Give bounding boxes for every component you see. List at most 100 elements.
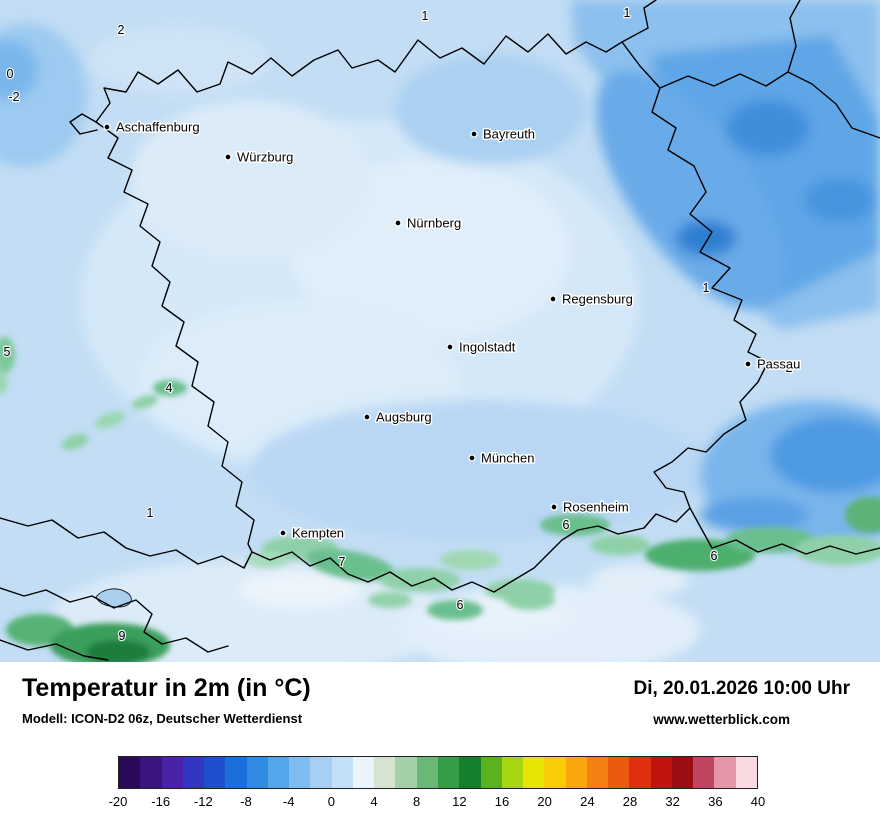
city-dot-icon: [468, 454, 476, 462]
scale-color-segment: [608, 757, 630, 788]
city-marker: Ingolstadt: [446, 338, 517, 356]
city-label: Bayreuth: [483, 127, 535, 142]
scale-tick-label: 8: [413, 794, 421, 809]
scale-tick-label: -20: [108, 794, 128, 809]
city-marker: Aschaffenburg: [103, 118, 201, 136]
scale-tick-label: -16: [151, 794, 171, 809]
map-temperature-value: 1: [147, 506, 154, 520]
scale-color-segment: [735, 757, 757, 788]
scale-color-segment: [246, 757, 268, 788]
scale-color-segment: [501, 757, 524, 788]
model-info: Modell: ICON-D2 06z, Deutscher Wetterdie…: [22, 711, 303, 726]
scale-color-segment: [374, 757, 396, 788]
city-marker: Passau: [744, 355, 802, 373]
city-marker: München: [468, 449, 536, 467]
scale-tick-labels: -20 -16 -12 -8 -4 0 4 8 12 16 20 24 28 32 36 40: [109, 794, 766, 812]
map-temperature-value: 0: [7, 67, 14, 81]
scale-tick-label: 4: [370, 794, 378, 809]
city-label: Regensburg: [562, 292, 633, 307]
scale-color-segment: [565, 757, 587, 788]
scale-color-segment: [714, 757, 736, 788]
scale-color-segment: [267, 757, 290, 788]
scale-color-segment: [629, 757, 651, 788]
scale-color-segment: [140, 757, 162, 788]
map-temperature-value: 9: [119, 629, 126, 643]
city-dot-icon: [470, 130, 478, 138]
scale-color-segment: [289, 757, 311, 788]
scale-color-segment: [693, 757, 715, 788]
city-dot-icon: [279, 529, 287, 537]
map-temperature-value: 6: [711, 549, 718, 563]
scale-tick-label: -4: [282, 794, 295, 809]
scale-color-segment: [352, 757, 375, 788]
map-temperature-value: 6: [457, 598, 464, 612]
scale-tick-label: 32: [665, 794, 680, 809]
city-dot-icon: [446, 343, 454, 351]
scale-color-segment: [544, 757, 566, 788]
scale-color-segment: [437, 757, 460, 788]
temperature-map: 2 1 1 0 -2 5 4 1 1 2 6 7 6 6 9 Aschaffenburg Würzburg Ba…: [0, 0, 880, 662]
scale-tick-label: 16: [494, 794, 510, 809]
map-temperature-value: 7: [339, 555, 346, 569]
city-dot-icon: [550, 503, 558, 511]
map-temperature-value: 5: [4, 345, 11, 359]
map-temperature-value: 2: [786, 361, 793, 375]
city-dot-icon: [394, 219, 402, 227]
city-label: München: [481, 451, 534, 466]
map-temperature-value: 1: [624, 6, 631, 20]
temperature-values-layer: 2 1 1 0 -2 5 4 1 1 2 6 7 6 6 9: [2, 5, 794, 645]
scale-tick-label: 12: [452, 794, 467, 809]
scale-color-segment: [523, 757, 545, 788]
scale-color-segment: [161, 757, 183, 788]
scale-tick-label: 36: [708, 794, 723, 809]
city-dot-icon: [744, 360, 752, 368]
website-label: www.wetterblick.com: [653, 712, 790, 727]
city-dot-icon: [549, 295, 557, 303]
warm-patches-layer: [0, 337, 880, 662]
scale-tick-label: 28: [622, 794, 638, 809]
city-marker: Regensburg: [549, 290, 634, 308]
city-label: Passau: [757, 357, 800, 372]
scale-color-segment: [650, 757, 672, 788]
scale-tick-label: 40: [750, 794, 766, 809]
scale-color-segment: [204, 757, 226, 788]
map-temperature-value: 1: [703, 281, 710, 295]
city-marker: Augsburg: [363, 408, 433, 426]
city-marker: Würzburg: [224, 148, 295, 166]
city-label: Ingolstadt: [459, 340, 516, 355]
city-marker: Bayreuth: [470, 125, 537, 143]
city-dot-icon: [103, 123, 111, 131]
scale-color-bar: [118, 756, 758, 789]
scale-color-segment: [182, 757, 205, 788]
city-dot-icon: [363, 413, 371, 421]
scale-tick-label: 24: [580, 794, 595, 809]
scale-color-segment: [310, 757, 332, 788]
map-temperature-value: 4: [166, 381, 173, 395]
city-marker: Rosenheim: [550, 498, 630, 516]
scale-color-segment: [119, 757, 141, 788]
scale-color-segment: [459, 757, 481, 788]
city-label: Nürnberg: [407, 216, 461, 231]
scale-color-segment: [671, 757, 694, 788]
scale-tick-label: 20: [537, 794, 552, 809]
info-bar: Temperatur in 2m (in °C) Modell: ICON-D2…: [0, 662, 880, 746]
scale-color-segment: [395, 757, 417, 788]
scale-color-segment: [586, 757, 609, 788]
map-temperature-value: -2: [8, 90, 19, 104]
temperature-scale: -20 -16 -12 -8 -4 0 4 8 12 16 20 24 28 32 36 40: [0, 746, 880, 830]
city-label: Rosenheim: [563, 500, 629, 515]
city-dot-icon: [224, 153, 232, 161]
map-temperature-value: 1: [422, 9, 429, 23]
scale-color-segment: [416, 757, 438, 788]
country-borders-layer: [0, 0, 880, 661]
scale-tick-label: -8: [240, 794, 252, 809]
scale-color-segment: [331, 757, 353, 788]
city-label: Kempten: [292, 526, 344, 541]
scale-tick-label: 0: [327, 794, 335, 809]
city-marker: Kempten: [279, 524, 346, 542]
map-title: Temperatur in 2m (in °C): [22, 674, 311, 702]
city-label: Aschaffenburg: [116, 120, 200, 135]
city-markers-layer: Aschaffenburg Würzburg Bayreuth Nürnberg Reg…: [103, 118, 802, 542]
temperature-field-layer: [0, 0, 880, 662]
scale-color-segment: [480, 757, 502, 788]
